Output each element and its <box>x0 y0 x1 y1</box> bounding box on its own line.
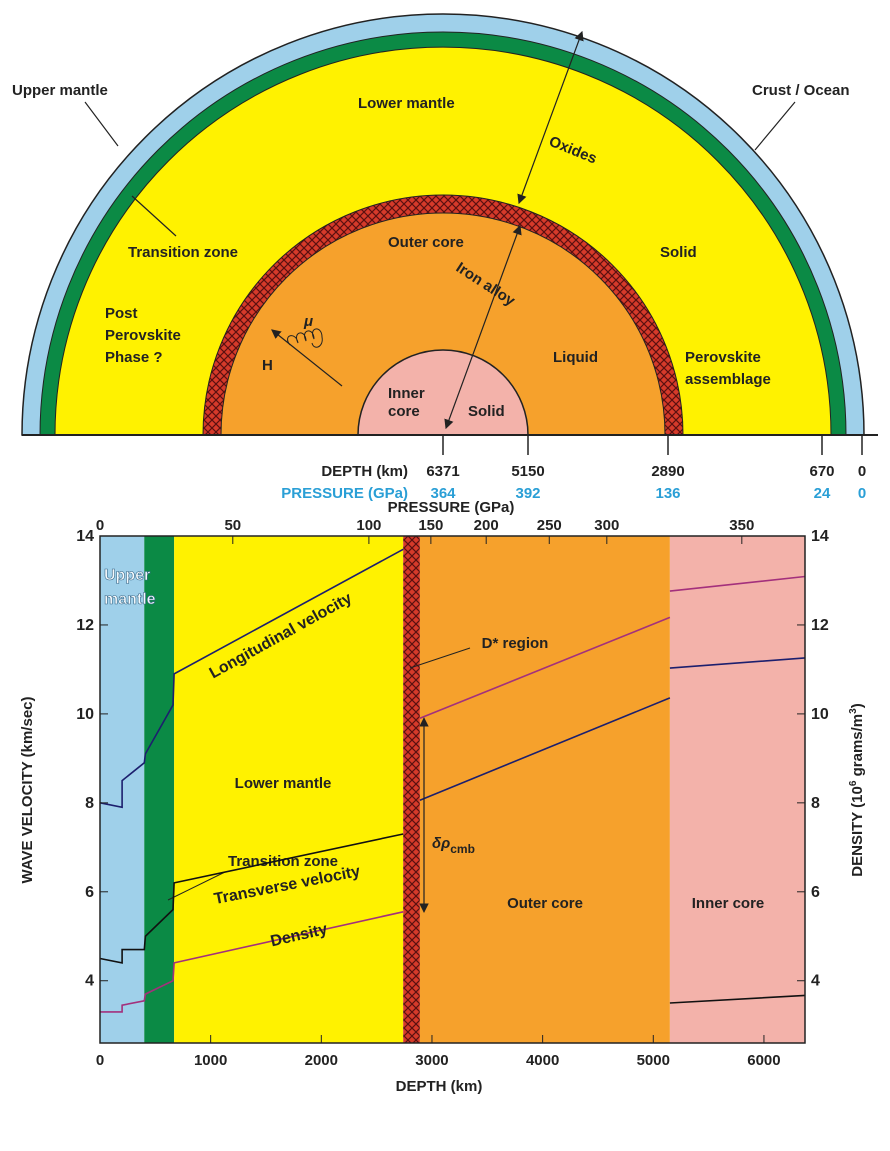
leader-line <box>755 102 795 150</box>
label: Inner <box>388 385 425 402</box>
region-label: mantle <box>104 591 156 608</box>
y2-tick-label: 10 <box>811 706 829 723</box>
x2-tick-label: 100 <box>356 517 381 534</box>
y-tick-label: 14 <box>76 528 94 545</box>
label: μ <box>303 313 313 330</box>
label: Liquid <box>553 349 598 366</box>
label: Lower mantle <box>358 95 455 112</box>
pressure-value: 0 <box>858 485 866 502</box>
x2-tick-label: 300 <box>594 517 619 534</box>
depth-label: DEPTH (km) <box>321 463 408 480</box>
x-tick-label: 5000 <box>637 1052 670 1069</box>
label: Post <box>105 305 138 322</box>
x-tick-label: 3000 <box>415 1052 448 1069</box>
depth-ticks <box>443 435 862 455</box>
label: Transition zone <box>128 244 238 261</box>
label: H <box>262 357 273 374</box>
x2-tick-label: 50 <box>224 517 241 534</box>
x2-tick-label: 150 <box>418 517 443 534</box>
x-tick-label: 6000 <box>747 1052 780 1069</box>
label: assemblage <box>685 371 771 388</box>
y2-tick-label: 4 <box>811 973 820 990</box>
region <box>144 536 174 1043</box>
x2-tick-label: 250 <box>537 517 562 534</box>
region <box>670 536 805 1043</box>
pressure-value: 392 <box>515 485 540 502</box>
earth-diagram: Upper mantle Crust / Ocean Lower mantle … <box>12 14 878 502</box>
label: Outer core <box>388 234 464 251</box>
label: Solid <box>660 244 697 261</box>
label: core <box>388 403 420 420</box>
x-axis-label: DEPTH (km) <box>396 1078 483 1095</box>
depth-value: 2890 <box>651 463 684 480</box>
label: Upper mantle <box>12 82 108 99</box>
y-axis-label: WAVE VELOCITY (km/sec) <box>19 697 36 884</box>
label: Perovskite <box>105 327 181 344</box>
label: Phase ? <box>105 349 163 366</box>
region-label: Lower mantle <box>235 775 332 792</box>
y2-tick-label: 12 <box>811 617 829 634</box>
y2-tick-label: 8 <box>811 795 820 812</box>
depth-value: 0 <box>858 463 866 480</box>
label: Perovskite <box>685 349 761 366</box>
label: Crust / Ocean <box>752 82 850 99</box>
pressure-value: 24 <box>814 485 831 502</box>
y-tick-label: 4 <box>85 973 94 990</box>
x-tick-label: 1000 <box>194 1052 227 1069</box>
depth-value: 5150 <box>511 463 544 480</box>
y-tick-label: 8 <box>85 795 94 812</box>
y2-tick-label: 6 <box>811 884 820 901</box>
region-label: Upper <box>104 567 150 584</box>
region-label: Outer core <box>507 895 583 912</box>
pressure-value: 364 <box>430 485 456 502</box>
y2-axis-label: DENSITY (106 grams/m3) <box>848 703 866 876</box>
y-tick-label: 10 <box>76 706 94 723</box>
x-tick-label: 4000 <box>526 1052 559 1069</box>
leader-line <box>85 102 118 146</box>
region <box>403 536 420 1043</box>
region-label: Inner core <box>692 895 765 912</box>
depth-value: 6371 <box>426 463 459 480</box>
label: Solid <box>468 403 505 420</box>
x-tick-label: 2000 <box>305 1052 338 1069</box>
depth-value: 670 <box>809 463 834 480</box>
y-tick-label: 6 <box>85 884 94 901</box>
y2-tick-label: 14 <box>811 528 829 545</box>
region <box>420 536 670 1043</box>
x2-tick-label: 0 <box>96 517 104 534</box>
x2-tick-label: 350 <box>729 517 754 534</box>
x2-tick-label: 200 <box>474 517 499 534</box>
pressure-value: 136 <box>655 485 680 502</box>
region-label: D* region <box>482 635 549 652</box>
figure: Upper mantle Crust / Ocean Lower mantle … <box>0 0 890 1151</box>
x-tick-label: 0 <box>96 1052 104 1069</box>
y-tick-label: 12 <box>76 617 94 634</box>
